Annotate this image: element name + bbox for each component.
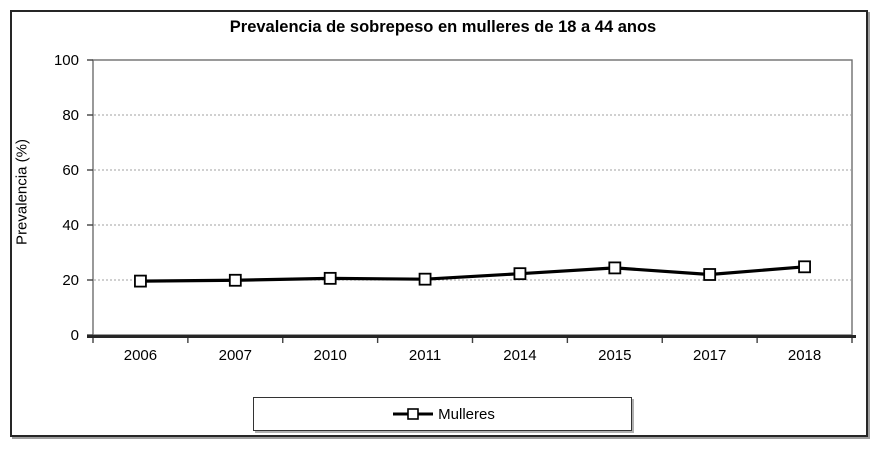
data-point-marker [323, 271, 337, 285]
x-tick-label: 2006 [124, 347, 157, 364]
chart-title: Prevalencia de sobrepeso en mulleres de … [229, 18, 657, 36]
x-tick-label: 2010 [314, 347, 347, 364]
data-point-marker [798, 260, 811, 274]
y-tick-label: 40 [62, 217, 79, 234]
legend-box: Mulleres [253, 397, 632, 431]
y-tick-label: 20 [62, 272, 79, 289]
data-point-marker [134, 274, 147, 288]
x-tick-label: 2014 [503, 347, 536, 364]
plot-border [92, 59, 853, 336]
x-tick-label: 2017 [693, 347, 726, 364]
x-tick-label: 2015 [598, 347, 631, 364]
data-point-marker [608, 261, 622, 275]
y-tick-label: 60 [62, 162, 79, 179]
data-point-marker [228, 273, 242, 287]
x-tick-label: 2011 [409, 347, 441, 364]
y-tick-label: 80 [62, 107, 79, 124]
x-tick-label: 2018 [788, 347, 821, 364]
y-tick-label: 0 [71, 327, 79, 344]
data-point-marker [418, 272, 432, 286]
series-line-mulleres [140, 265, 805, 283]
legend-line-marker-icon [393, 408, 434, 420]
data-point-marker [703, 268, 717, 281]
y-tick-label: 100 [54, 52, 79, 69]
x-tick-label: 2007 [219, 347, 252, 364]
figure-frame [10, 10, 868, 437]
data-point-marker [513, 267, 527, 281]
legend-label-mulleres: Mulleres [438, 405, 495, 423]
